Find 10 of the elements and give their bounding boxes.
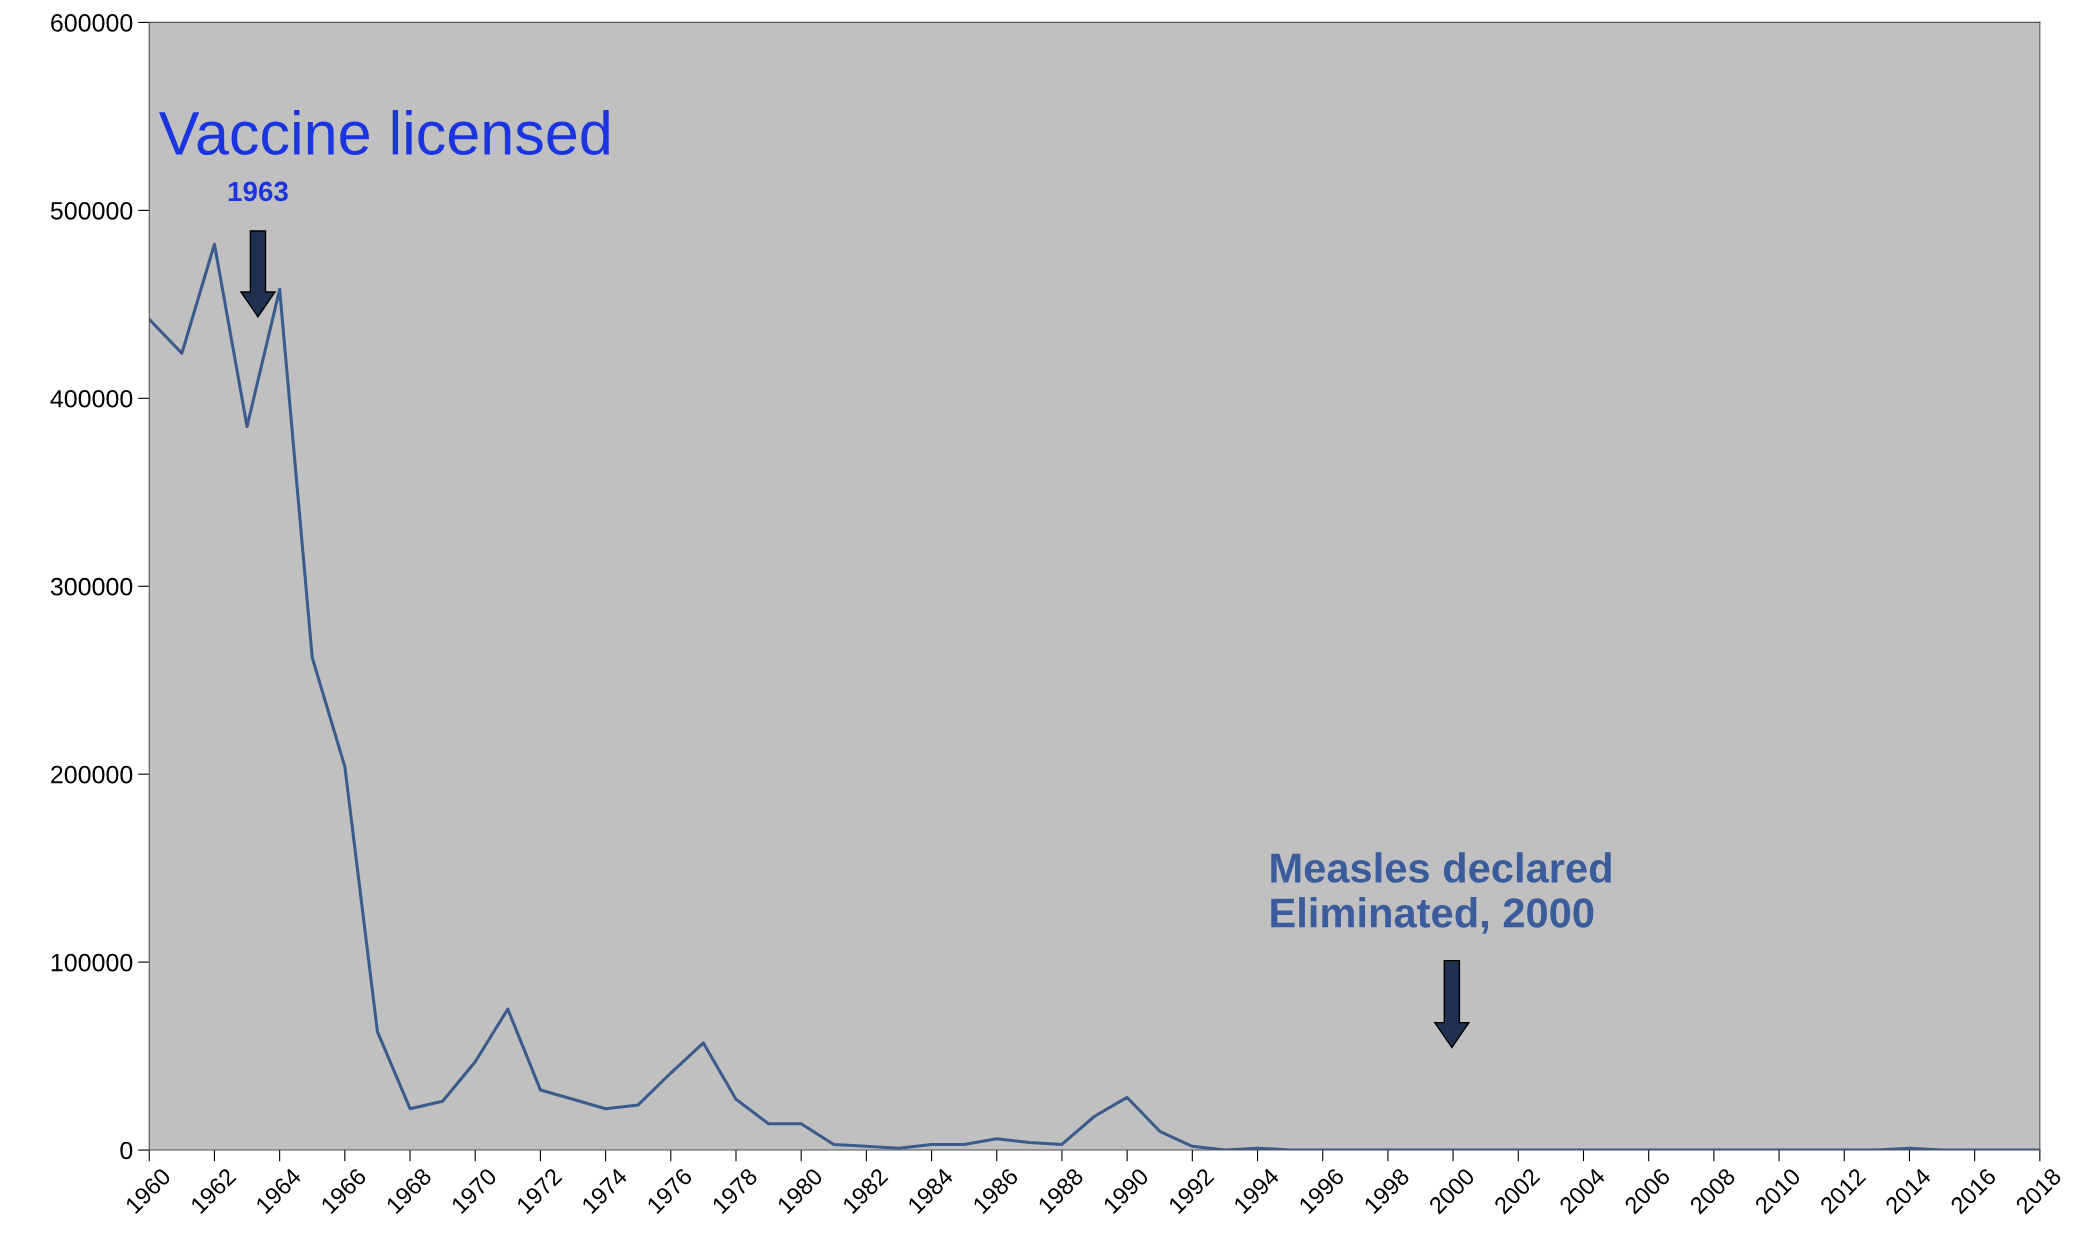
y-tick-label: 400000 — [50, 389, 133, 408]
annotation: Measles declared Eliminated, 2000 — [1271, 852, 1611, 934]
y-tick-label: 300000 — [50, 577, 133, 596]
y-tick-label: 500000 — [50, 201, 133, 220]
annotation: 1963 — [228, 181, 288, 202]
annotation: Vaccine licensed — [158, 110, 609, 155]
y-tick-label: 0 — [120, 1141, 133, 1160]
y-tick-label: 600000 — [51, 14, 133, 32]
y-tick-label: 100000 — [51, 953, 133, 972]
y-tick-label: 200000 — [51, 765, 133, 784]
